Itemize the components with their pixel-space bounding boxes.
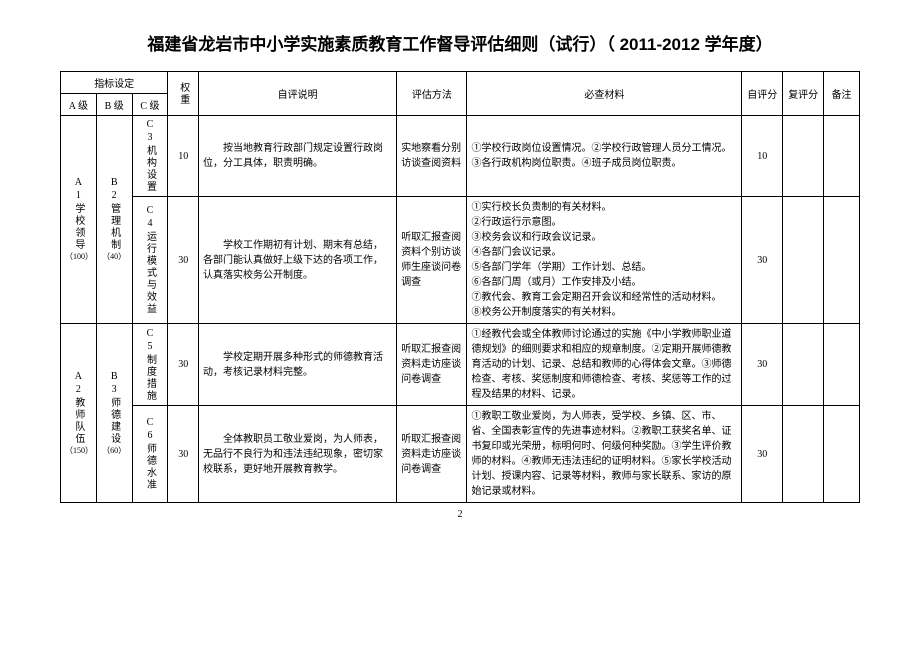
- cell-c3-weight: 10: [168, 116, 199, 197]
- header-indicator: 指标设定: [61, 72, 168, 94]
- table-row: A1学校领导 （100） B2管理机制 （40） C3机构设置 10 按当地教育…: [61, 116, 860, 197]
- cell-c4-self: 30: [742, 197, 783, 324]
- cell-c3-method: 实地察看分别访谈查阅资料: [397, 116, 467, 197]
- header-c-level: C 级: [132, 94, 168, 116]
- table-row: C4运行模式与效益 30 学校工作期初有计划、期末有总结，各部门能认真做好上级下…: [61, 197, 860, 324]
- cell-c5-note: [824, 324, 860, 406]
- cell-c4-weight: 30: [168, 197, 199, 324]
- page-number: 2: [60, 509, 860, 520]
- cell-a1: A1学校领导 （100）: [61, 116, 97, 324]
- header-note: 备注: [824, 72, 860, 116]
- header-method: 评估方法: [397, 72, 467, 116]
- page-title: 福建省龙岩市中小学实施素质教育工作督导评估细则（试行）（ 2011-2012 学…: [60, 30, 860, 55]
- cell-c4-method: 听取汇报查阅资料个别访谈师生座谈问卷调查: [397, 197, 467, 324]
- cell-c6: C6师德水准: [132, 406, 168, 503]
- cell-c5-materials: ①经教代会或全体教师讨论通过的实施《中小学教师职业道德规划》的细则要求和相应的规…: [467, 324, 742, 406]
- cell-c4: C4运行模式与效益: [132, 197, 168, 324]
- cell-c6-method: 听取汇报查阅资料走访座谈问卷调查: [397, 406, 467, 503]
- cell-c4-desc: 学校工作期初有计划、期末有总结，各部门能认真做好上级下达的各项工作，认真落实校务…: [199, 197, 397, 324]
- cell-c6-note: [824, 406, 860, 503]
- cell-c6-review: [783, 406, 824, 503]
- cell-a2: A2教师队伍 （150）: [61, 324, 97, 503]
- table-row: A2教师队伍 （150） B3师德建设 （60） C5制度措施 30 学校定期开…: [61, 324, 860, 406]
- cell-c3-desc: 按当地教育行政部门规定设置行政岗位，分工具体，职责明确。: [199, 116, 397, 197]
- cell-c3-review: [783, 116, 824, 197]
- cell-b2: B2管理机制 （40）: [96, 116, 132, 324]
- header-self-score: 自评分: [742, 72, 783, 116]
- cell-c3: C3机构设置: [132, 116, 168, 197]
- cell-c4-materials: ①实行校长负责制的有关材料。 ②行政运行示意图。 ③校务会议和行政会议记录。 ④…: [467, 197, 742, 324]
- cell-c5-method: 听取汇报查阅资料走访座谈问卷调查: [397, 324, 467, 406]
- cell-c6-materials: ①教职工敬业爱岗，为人师表，受学校、乡镇、区、市、省、全国表彰宣传的先进事迹材料…: [467, 406, 742, 503]
- table-header-row: 指标设定 权重 自评说明 评估方法 必查材料 自评分 复评分 备注: [61, 72, 860, 94]
- cell-c5: C5制度措施: [132, 324, 168, 406]
- cell-c5-self: 30: [742, 324, 783, 406]
- cell-c6-self: 30: [742, 406, 783, 503]
- cell-c3-note: [824, 116, 860, 197]
- cell-c6-weight: 30: [168, 406, 199, 503]
- cell-c5-desc: 学校定期开展多种形式的师德教育活动，考核记录材料完整。: [199, 324, 397, 406]
- header-a-level: A 级: [61, 94, 97, 116]
- cell-c5-weight: 30: [168, 324, 199, 406]
- table-row: C6师德水准 30 全体教职员工敬业爱岗，为人师表，无品行不良行为和违法违纪现象…: [61, 406, 860, 503]
- cell-c4-review: [783, 197, 824, 324]
- cell-b3: B3师德建设 （60）: [96, 324, 132, 503]
- header-weight: 权重: [168, 72, 199, 116]
- header-self-desc: 自评说明: [199, 72, 397, 116]
- cell-c4-note: [824, 197, 860, 324]
- cell-c5-review: [783, 324, 824, 406]
- cell-c6-desc: 全体教职员工敬业爱岗，为人师表，无品行不良行为和违法违纪现象，密切家校联系，更好…: [199, 406, 397, 503]
- header-materials: 必查材料: [467, 72, 742, 116]
- cell-c3-self: 10: [742, 116, 783, 197]
- header-b-level: B 级: [96, 94, 132, 116]
- cell-c3-materials: ①学校行政岗位设置情况。②学校行政管理人员分工情况。③各行政机构岗位职责。④班子…: [467, 116, 742, 197]
- document-page: 福建省龙岩市中小学实施素质教育工作督导评估细则（试行）（ 2011-2012 学…: [0, 0, 920, 530]
- header-review-score: 复评分: [783, 72, 824, 116]
- evaluation-table: 指标设定 权重 自评说明 评估方法 必查材料 自评分 复评分 备注 A 级 B …: [60, 71, 860, 503]
